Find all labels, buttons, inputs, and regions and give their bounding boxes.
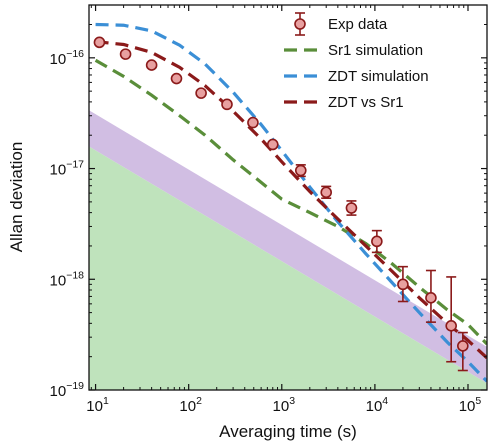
data-point: [145, 59, 158, 71]
data-point: [170, 72, 183, 85]
marker: [397, 278, 409, 291]
data-point: [119, 48, 132, 60]
y-tick-label: 10−16: [50, 48, 85, 68]
marker: [170, 72, 183, 85]
data-point: [345, 200, 358, 216]
legend-entry: Sr1 simulation: [284, 42, 423, 59]
x-tick-label: 105: [459, 395, 482, 415]
data-point: [397, 265, 409, 303]
y-tick-label: 10−17: [50, 159, 85, 179]
marker: [445, 320, 457, 332]
marker: [93, 36, 106, 49]
marker: [119, 48, 132, 60]
band-0: [89, 110, 487, 384]
marker: [371, 235, 383, 248]
legend-entry: Exp data: [294, 12, 388, 36]
y-tick-label: 10−19: [50, 380, 85, 400]
data-point: [93, 36, 106, 49]
x-tick-label: 103: [273, 395, 296, 415]
marker: [425, 292, 437, 304]
data-point: [294, 164, 307, 178]
data-point: [247, 116, 259, 129]
x-axis-label: Averaging time (s): [219, 422, 357, 441]
marker: [294, 164, 307, 177]
series-line-1: [95, 22, 487, 383]
marker: [266, 138, 279, 151]
legend-marker: [294, 18, 306, 30]
marker: [195, 87, 207, 99]
legend: Exp data Sr1 simulation ZDT simulation ZDT …: [284, 12, 429, 111]
legend-label: ZDT simulation: [328, 68, 429, 85]
legend-label: ZDT vs Sr1: [328, 94, 404, 111]
legend-label: Exp data: [328, 16, 388, 33]
marker: [345, 202, 358, 214]
bands-layer: [89, 110, 487, 390]
marker: [145, 59, 158, 71]
x-tick-label: 102: [179, 395, 202, 415]
legend-entry: ZDT vs Sr1: [284, 94, 404, 111]
data-point: [425, 269, 437, 323]
marker: [221, 98, 233, 111]
data-point: [445, 276, 457, 363]
band-1: [89, 146, 487, 390]
data-point: [457, 331, 469, 372]
data-point: [320, 185, 333, 199]
legend-entry: ZDT simulation: [284, 68, 429, 85]
points-layer: [93, 36, 469, 372]
ticks-layer: 101 102 103 104 105 10−19 10−18 10−17 10−16: [50, 4, 487, 415]
data-point: [195, 87, 207, 99]
marker: [247, 116, 259, 129]
y-tick-label: 10−18: [50, 269, 85, 289]
marker: [457, 340, 469, 352]
plot-frame: [88, 4, 488, 391]
y-axis-label: Allan deviation: [7, 142, 26, 253]
data-point: [371, 229, 383, 254]
legend-label: Sr1 simulation: [328, 42, 423, 59]
data-point: [221, 98, 233, 111]
marker: [320, 186, 333, 199]
data-point: [266, 138, 279, 151]
series-line-0: [94, 58, 487, 346]
x-tick-label: 104: [366, 395, 389, 415]
x-tick-label: 101: [86, 395, 109, 415]
